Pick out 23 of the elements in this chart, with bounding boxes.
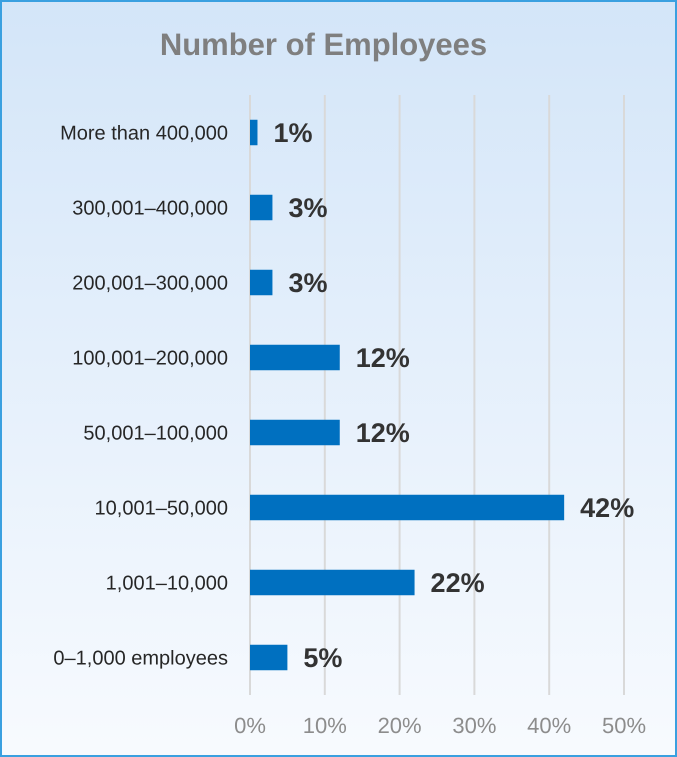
x-tick-label: 50% [602, 713, 646, 738]
data-label: 42% [580, 492, 634, 523]
y-tick-label: 50,001–100,000 [83, 422, 228, 444]
y-tick-label: 200,001–300,000 [72, 272, 228, 294]
x-tick-label: 30% [452, 713, 496, 738]
data-label: 5% [303, 642, 342, 673]
data-label: 3% [288, 268, 328, 298]
chart-title: Number of Employees [160, 27, 488, 62]
y-tick-label: 0–1,000 employees [53, 648, 228, 670]
data-label: 3% [288, 192, 328, 223]
data-label: 12% [356, 342, 410, 373]
x-tick-label: 20% [378, 713, 422, 738]
data-label: 22% [430, 568, 485, 598]
x-tick-label: 10% [302, 713, 347, 738]
x-tick-label: 40% [527, 713, 572, 738]
y-tick-label: 10,001–50,000 [94, 498, 228, 520]
x-tick-label: 0% [234, 713, 266, 738]
data-label: 1% [273, 118, 313, 148]
y-tick-label: 300,001–400,000 [72, 198, 228, 220]
y-tick-label: 100,001–200,000 [72, 348, 228, 370]
y-tick-label: 1,001–10,000 [106, 572, 228, 594]
y-tick-label: More than 400,000 [60, 122, 228, 144]
data-label: 12% [356, 418, 410, 448]
